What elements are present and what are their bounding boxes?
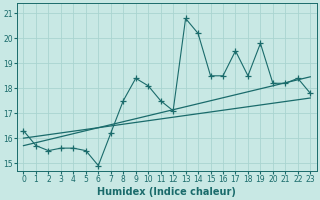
X-axis label: Humidex (Indice chaleur): Humidex (Indice chaleur) — [98, 187, 236, 197]
